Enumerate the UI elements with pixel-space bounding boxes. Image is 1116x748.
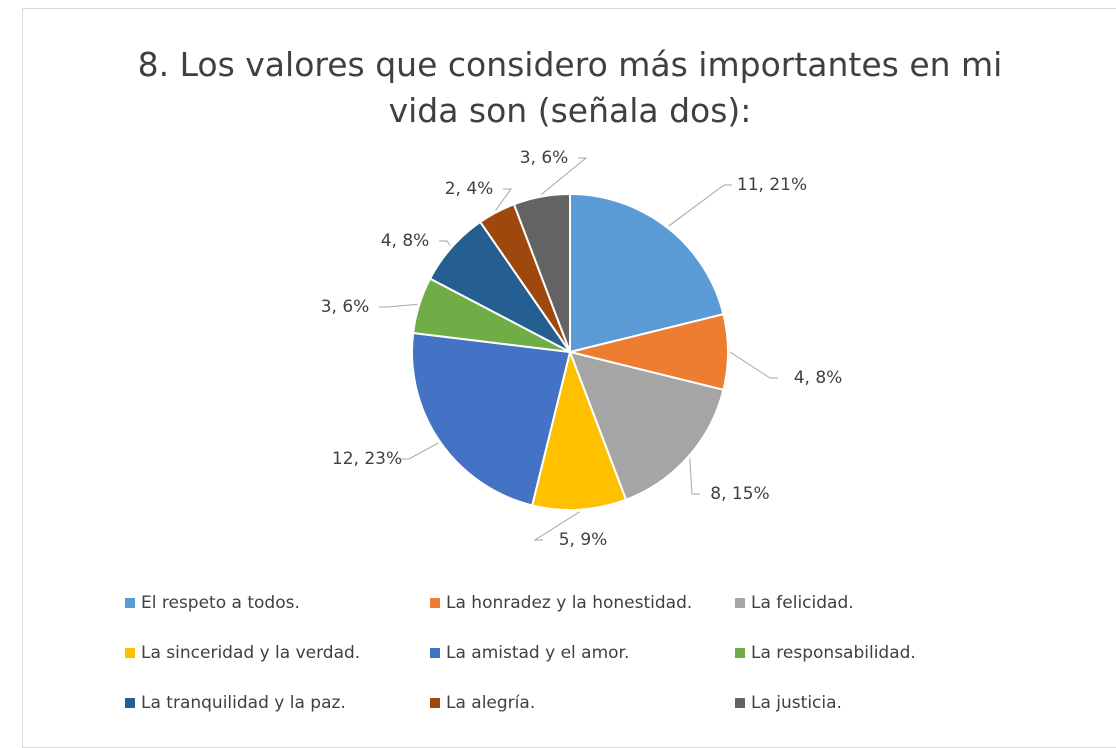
data-label: 12, 23%	[332, 449, 402, 469]
leader-line	[668, 184, 732, 227]
legend-label: La amistad y el amor.	[446, 643, 629, 663]
data-label: 2, 4%	[445, 179, 494, 199]
legend-swatch	[735, 598, 745, 608]
legend-swatch	[125, 598, 135, 608]
legend-label: La alegría.	[446, 693, 535, 713]
legend-label: El respeto a todos.	[141, 593, 300, 613]
pie-slice	[512, 192, 571, 353]
legend-label: La sinceridad y la verdad.	[141, 643, 360, 663]
legend-swatch	[430, 698, 440, 708]
legend-swatch	[430, 648, 440, 658]
leader-line	[439, 240, 451, 247]
legend-swatch	[735, 698, 745, 708]
data-label: 3, 6%	[321, 297, 370, 317]
leader-line	[689, 458, 700, 495]
pie-slice	[411, 331, 572, 507]
leader-line	[401, 442, 439, 460]
data-label: 8, 15%	[710, 484, 769, 504]
legend-label: La honradez y la honestidad.	[446, 593, 692, 613]
data-label: 5, 9%	[559, 530, 608, 550]
leader-line	[729, 351, 778, 379]
legend-swatch	[430, 598, 440, 608]
legend-swatch	[125, 648, 135, 658]
pie-slice	[569, 192, 725, 354]
pie-slice	[530, 348, 628, 511]
legend-label: La justicia.	[751, 693, 842, 713]
data-label: 3, 6%	[520, 148, 569, 168]
legend-label: La tranquilidad y la paz.	[141, 693, 346, 713]
legend-swatch	[125, 698, 135, 708]
legend-swatch	[735, 648, 745, 658]
data-label: 4, 8%	[381, 231, 430, 251]
data-label: 11, 21%	[737, 175, 807, 195]
legend-label: La felicidad.	[751, 593, 854, 613]
chart-title: 8. Los valores que considero más importa…	[137, 45, 1003, 130]
leader-line	[540, 157, 588, 196]
data-label: 4, 8%	[794, 368, 843, 388]
leader-line	[495, 188, 512, 211]
leader-line	[379, 303, 418, 308]
legend-label: La responsabilidad.	[751, 643, 916, 663]
pie-slice	[568, 350, 725, 502]
leader-line	[533, 511, 580, 541]
